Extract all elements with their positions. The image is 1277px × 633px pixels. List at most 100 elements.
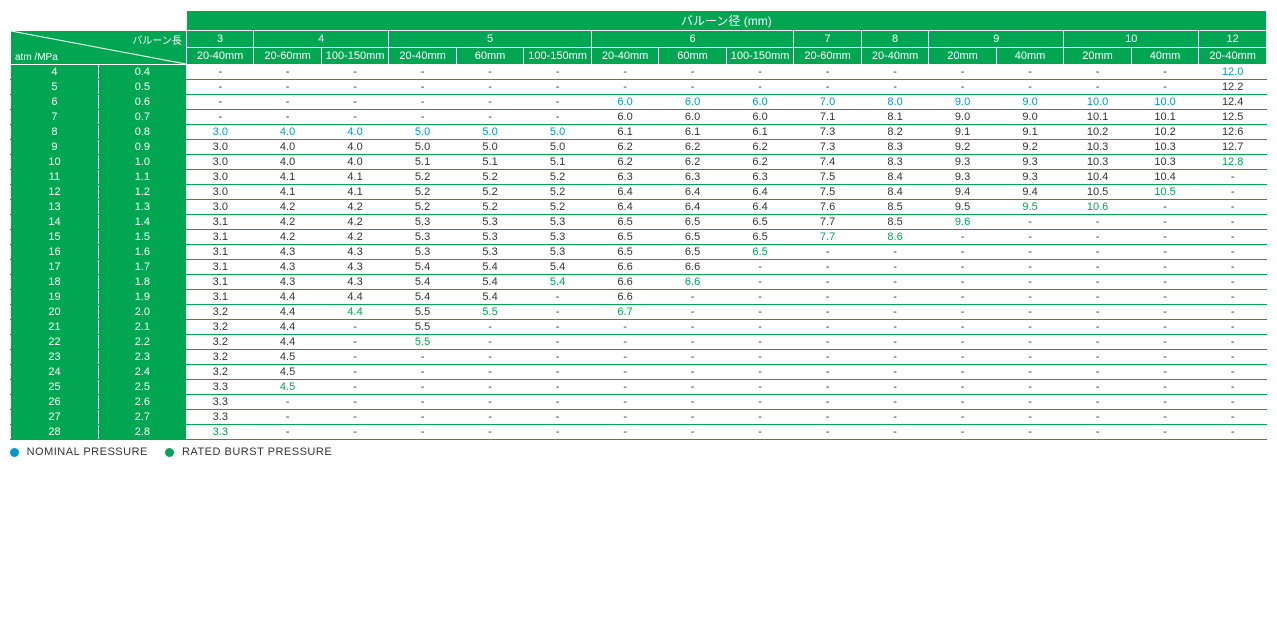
data-cell: - bbox=[1199, 290, 1267, 305]
row-mpa: 0.8 bbox=[98, 125, 186, 140]
data-cell: 5.3 bbox=[389, 215, 457, 230]
data-cell: 5.3 bbox=[456, 245, 524, 260]
data-cell: 9.0 bbox=[996, 95, 1064, 110]
header-diameter: 12 bbox=[1199, 31, 1267, 48]
data-cell: 6.6 bbox=[591, 290, 659, 305]
data-cell: - bbox=[1131, 410, 1199, 425]
data-cell: - bbox=[996, 290, 1064, 305]
data-cell: - bbox=[929, 350, 997, 365]
data-cell: 6.3 bbox=[591, 170, 659, 185]
data-cell: 5.2 bbox=[456, 185, 524, 200]
data-cell: - bbox=[996, 260, 1064, 275]
data-cell: - bbox=[861, 350, 929, 365]
data-cell: 10.4 bbox=[1064, 170, 1132, 185]
data-cell: 8.1 bbox=[861, 110, 929, 125]
data-cell: 6.3 bbox=[726, 170, 794, 185]
data-cell: - bbox=[389, 380, 457, 395]
data-cell: 10.1 bbox=[1131, 110, 1199, 125]
data-cell: 3.0 bbox=[186, 155, 254, 170]
data-cell: - bbox=[794, 275, 862, 290]
header-length: 40mm bbox=[1131, 48, 1199, 65]
row-atm: 11 bbox=[11, 170, 99, 185]
data-cell: 9.3 bbox=[929, 170, 997, 185]
data-cell: 7.5 bbox=[794, 185, 862, 200]
data-cell: - bbox=[996, 275, 1064, 290]
data-cell: - bbox=[1199, 350, 1267, 365]
data-cell: - bbox=[254, 110, 322, 125]
data-cell: - bbox=[929, 425, 997, 440]
data-cell: 9.3 bbox=[929, 155, 997, 170]
data-cell: 10.0 bbox=[1131, 95, 1199, 110]
data-cell: 6.0 bbox=[659, 110, 727, 125]
data-cell: - bbox=[794, 410, 862, 425]
data-cell: 7.7 bbox=[794, 230, 862, 245]
data-cell: - bbox=[524, 395, 592, 410]
data-cell: 9.0 bbox=[929, 110, 997, 125]
data-cell: - bbox=[1199, 275, 1267, 290]
data-cell: - bbox=[524, 365, 592, 380]
data-cell: - bbox=[659, 380, 727, 395]
data-cell: - bbox=[929, 80, 997, 95]
data-cell: - bbox=[1064, 65, 1132, 80]
table-row: 282.83.3--------------- bbox=[11, 425, 1267, 440]
header-empty bbox=[11, 11, 187, 31]
data-cell: - bbox=[389, 110, 457, 125]
data-cell: 6.4 bbox=[591, 200, 659, 215]
data-cell: 3.0 bbox=[186, 140, 254, 155]
data-cell: 10.5 bbox=[1064, 185, 1132, 200]
data-cell: 6.3 bbox=[659, 170, 727, 185]
data-cell: - bbox=[726, 410, 794, 425]
data-cell: - bbox=[389, 425, 457, 440]
legend-nominal-label: NOMINAL PRESSURE bbox=[27, 446, 148, 458]
row-mpa: 2.2 bbox=[98, 335, 186, 350]
data-cell: 4.4 bbox=[321, 305, 389, 320]
data-cell: 7.0 bbox=[794, 95, 862, 110]
data-cell: 3.1 bbox=[186, 290, 254, 305]
data-cell: 4.4 bbox=[254, 335, 322, 350]
data-cell: - bbox=[1064, 230, 1132, 245]
data-cell: - bbox=[929, 260, 997, 275]
data-cell: 4.5 bbox=[254, 380, 322, 395]
data-cell: - bbox=[929, 320, 997, 335]
data-cell: 5.3 bbox=[456, 215, 524, 230]
data-cell: - bbox=[1064, 260, 1132, 275]
data-cell: 4.0 bbox=[254, 140, 322, 155]
row-mpa: 0.7 bbox=[98, 110, 186, 125]
row-atm: 12 bbox=[11, 185, 99, 200]
row-mpa: 2.4 bbox=[98, 365, 186, 380]
data-cell: 4.3 bbox=[321, 245, 389, 260]
data-cell: - bbox=[591, 410, 659, 425]
table-row: 70.7------6.06.06.07.18.19.09.010.110.11… bbox=[11, 110, 1267, 125]
data-cell: - bbox=[1199, 380, 1267, 395]
data-cell: 6.0 bbox=[659, 95, 727, 110]
data-cell: 4.1 bbox=[321, 185, 389, 200]
data-cell: - bbox=[861, 290, 929, 305]
data-cell: - bbox=[1131, 245, 1199, 260]
data-cell: - bbox=[456, 320, 524, 335]
data-cell: - bbox=[389, 395, 457, 410]
data-cell: 3.2 bbox=[186, 350, 254, 365]
data-cell: - bbox=[1064, 365, 1132, 380]
data-cell: - bbox=[929, 365, 997, 380]
data-cell: - bbox=[1199, 245, 1267, 260]
row-mpa: 2.8 bbox=[98, 425, 186, 440]
table-header: バルーン径 (mm) バルーン長 atm /MPa 34567891012 20… bbox=[11, 11, 1267, 65]
table-row: 60.6------6.06.06.07.08.09.09.010.010.01… bbox=[11, 95, 1267, 110]
data-cell: - bbox=[1064, 350, 1132, 365]
data-cell: - bbox=[591, 350, 659, 365]
data-cell: 5.3 bbox=[524, 245, 592, 260]
data-cell: - bbox=[861, 425, 929, 440]
data-cell: 5.0 bbox=[456, 140, 524, 155]
row-mpa: 0.5 bbox=[98, 80, 186, 95]
data-cell: - bbox=[996, 410, 1064, 425]
data-cell: - bbox=[186, 95, 254, 110]
row-atm: 25 bbox=[11, 380, 99, 395]
data-cell: - bbox=[254, 410, 322, 425]
data-cell: 6.5 bbox=[726, 215, 794, 230]
data-cell: 9.1 bbox=[996, 125, 1064, 140]
data-cell: - bbox=[186, 110, 254, 125]
data-cell: - bbox=[861, 275, 929, 290]
data-cell: 3.3 bbox=[186, 425, 254, 440]
row-atm: 6 bbox=[11, 95, 99, 110]
data-cell: 3.2 bbox=[186, 305, 254, 320]
